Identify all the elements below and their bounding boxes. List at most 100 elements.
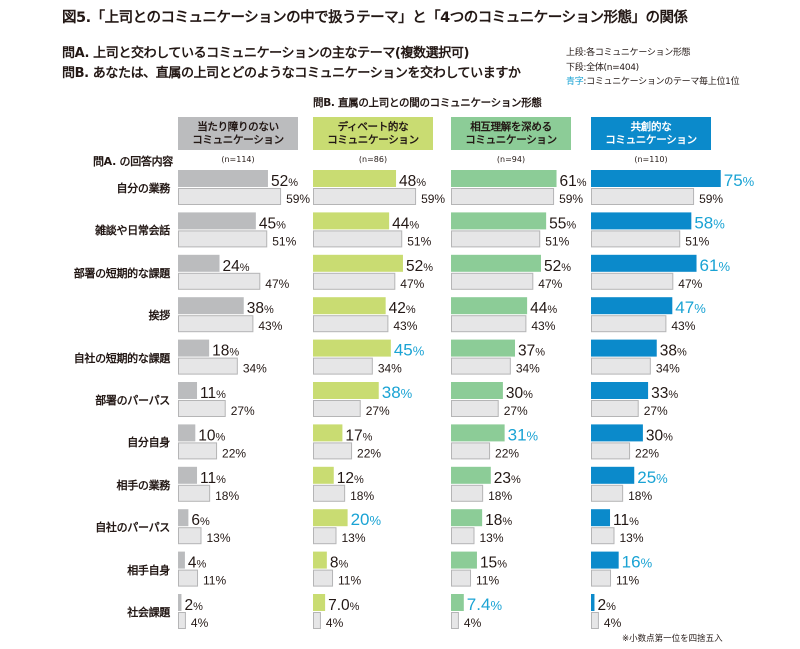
overall-bar [178,442,218,460]
column-header: 相互理解を深める コミュニケーション [451,117,571,150]
value-number: 61 [560,173,577,190]
series-bar [591,339,657,357]
series-bar [313,297,386,315]
overall-value-label: 11% [616,574,639,588]
series-value-label: 7.0% [328,597,360,614]
overall-bar [313,272,396,290]
series-value-label: 15% [480,555,507,572]
overall-value-label: 11% [203,574,226,588]
series-bar [178,424,196,442]
overall-bar [591,357,651,375]
series-value-label: 30% [506,385,533,402]
overall-bar [451,612,459,629]
column-header-line2: コミュニケーション [605,133,697,146]
series-value-label: 52% [544,258,571,275]
value-number: 7.4 [467,595,491,614]
series-value-label: 18% [212,343,239,360]
value-percent-sign: % [350,601,360,613]
overall-bar [591,188,695,205]
overall-bar [178,569,199,587]
series-bar [451,170,557,187]
series-bar [451,297,528,315]
value-number: 8 [330,555,339,572]
series-bar [591,424,643,442]
overall-bar [178,230,268,248]
value-number: 52 [544,258,561,275]
row-label: 相手自身 [127,563,170,577]
series-value-label: 45% [259,215,286,232]
row-label: 社会課題 [127,606,170,619]
column-header-line1: ディベート的な [337,120,409,133]
overall-value-label: 4% [604,616,622,630]
value-percent-sign: % [354,474,364,486]
series-bar [178,466,198,484]
overall-value-label: 22% [495,446,519,460]
value-percent-sign: % [535,347,545,359]
value-number: 61 [700,256,719,275]
overall-value-label: 27% [231,404,255,418]
series-value-label: 10% [198,427,225,444]
overall-value-label: 13% [206,531,230,545]
value-number: 12 [337,470,354,487]
overall-value-label: 27% [366,404,390,418]
overall-bar [178,357,238,375]
series-value-label: 11% [613,512,639,529]
question-a: 問A. 上司と交わしているコミュニケーションの主なテーマ(複数選択可) [62,46,470,61]
column-sample-size: (n=94) [496,155,526,164]
value-percent-sign: % [216,474,226,486]
series-bar [313,254,403,272]
series-value-label: 38% [660,343,687,360]
row-label: 部署の短期的な課題 [73,266,171,280]
value-percent-sign: % [406,304,416,316]
overall-bar [313,442,353,460]
series-value-label: 44% [530,300,557,317]
overall-value-label: 51% [272,234,296,248]
overall-value-label: 47% [400,277,424,291]
overall-value-label: 43% [531,319,555,333]
overall-value-label: 43% [671,319,695,333]
overall-bar [451,188,555,205]
value-percent-sign: % [363,431,373,443]
overall-value-label: 34% [378,362,402,376]
series-bar [178,254,220,272]
series-bar [451,254,541,272]
overall-bar [591,400,639,417]
value-number: 30 [506,385,524,402]
value-percent-sign: % [694,301,706,316]
series-bar [313,212,390,230]
overall-value-label: 59% [699,192,723,206]
value-percent-sign: % [416,177,426,189]
value-number: 11 [613,512,629,529]
value-percent-sign: % [216,389,226,401]
overall-bar [451,315,527,333]
series-bar [591,254,697,272]
series-value-label: 48% [399,173,426,190]
overall-value-label: 47% [678,277,702,291]
overall-value-label: 22% [635,446,659,460]
row-label: 部署のパーパス [95,394,170,407]
overall-value-label: 59% [559,192,583,206]
overall-value-label: 13% [341,531,365,545]
overall-bar [313,188,417,205]
series-value-label: 4% [188,555,207,572]
overall-bar [451,569,472,587]
series-bar [178,297,244,315]
column-sample-size: (n=86) [358,155,388,164]
series-bar [178,170,268,187]
question-b: 問B. あなたは、直属の上司とどのようなコミュニケーションを交わしていますか [62,66,521,81]
series-bar [591,297,673,315]
legend-blue-desc: :コミュニケーションのテーマ毎上位1位 [583,77,740,87]
overall-value-label: 43% [258,319,282,333]
overall-bar [178,272,261,290]
series-bar [313,382,379,399]
value-number: 55 [549,215,566,232]
row-label: 相手の業務 [116,478,171,492]
overall-bar [178,400,226,417]
value-percent-sign: % [577,177,587,189]
series-bar [313,170,397,187]
series-value-label: 45% [394,341,425,360]
value-number: 75 [724,171,743,190]
overall-value-label: 34% [243,362,267,376]
axis-a-label: 問A. の回答内容 [92,155,173,168]
